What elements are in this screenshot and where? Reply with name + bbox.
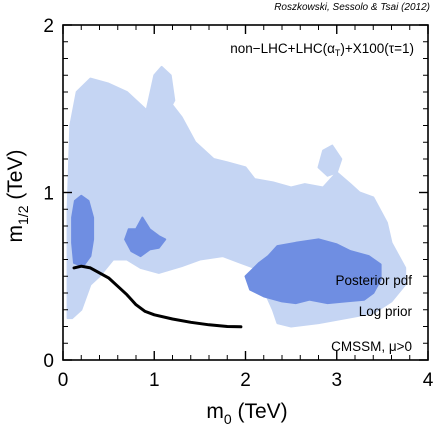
limit-lines xyxy=(72,264,243,329)
x-tick-label: 1 xyxy=(149,370,160,391)
y-tick-label: 0 xyxy=(43,351,54,372)
y-tick-label: 2 xyxy=(43,16,54,37)
x-tick-label: 0 xyxy=(58,370,69,391)
region-68-area-3 xyxy=(244,238,382,305)
y-axis-label: m1/2 (TeV) xyxy=(4,150,31,243)
analysis-annotation-rest: )+X100(τ=1) xyxy=(340,41,414,56)
y-axis-label-unit: (TeV) xyxy=(4,150,27,206)
region-68-area-1 xyxy=(71,194,95,268)
credible-regions xyxy=(66,65,407,328)
x-tick-label: 2 xyxy=(240,370,251,391)
credit-text: Roszkowski, Sessolo & Tsai (2012) xyxy=(274,2,430,13)
exclusion-boundary-line xyxy=(72,264,243,329)
x-axis-label: m0 (TeV) xyxy=(206,400,287,427)
x-axis-label-unit: (TeV) xyxy=(232,400,288,423)
posterior-annotation: Posterior pdf xyxy=(335,273,412,288)
region-95-area-2 xyxy=(144,65,176,124)
analysis-annotation-sub: T xyxy=(335,48,341,58)
x-tick-label: 4 xyxy=(423,370,434,391)
y-axis-label-sub: 1/2 xyxy=(15,205,31,225)
y-tick-label: 1 xyxy=(43,184,54,205)
analysis-annotation: non−LHC+LHC(αT)+X100(τ=1) xyxy=(230,41,414,58)
prior-annotation: Log prior xyxy=(359,304,413,319)
region-95-area-3 xyxy=(317,144,343,177)
x-axis-label-sub: 0 xyxy=(224,411,232,427)
region-68-area-2 xyxy=(124,216,167,258)
x-tick-label: 3 xyxy=(331,370,342,391)
axis-ticks: 0 1 2 3 4 0 1 2 xyxy=(43,16,433,391)
model-annotation: CMSSM, μ>0 xyxy=(331,339,412,354)
